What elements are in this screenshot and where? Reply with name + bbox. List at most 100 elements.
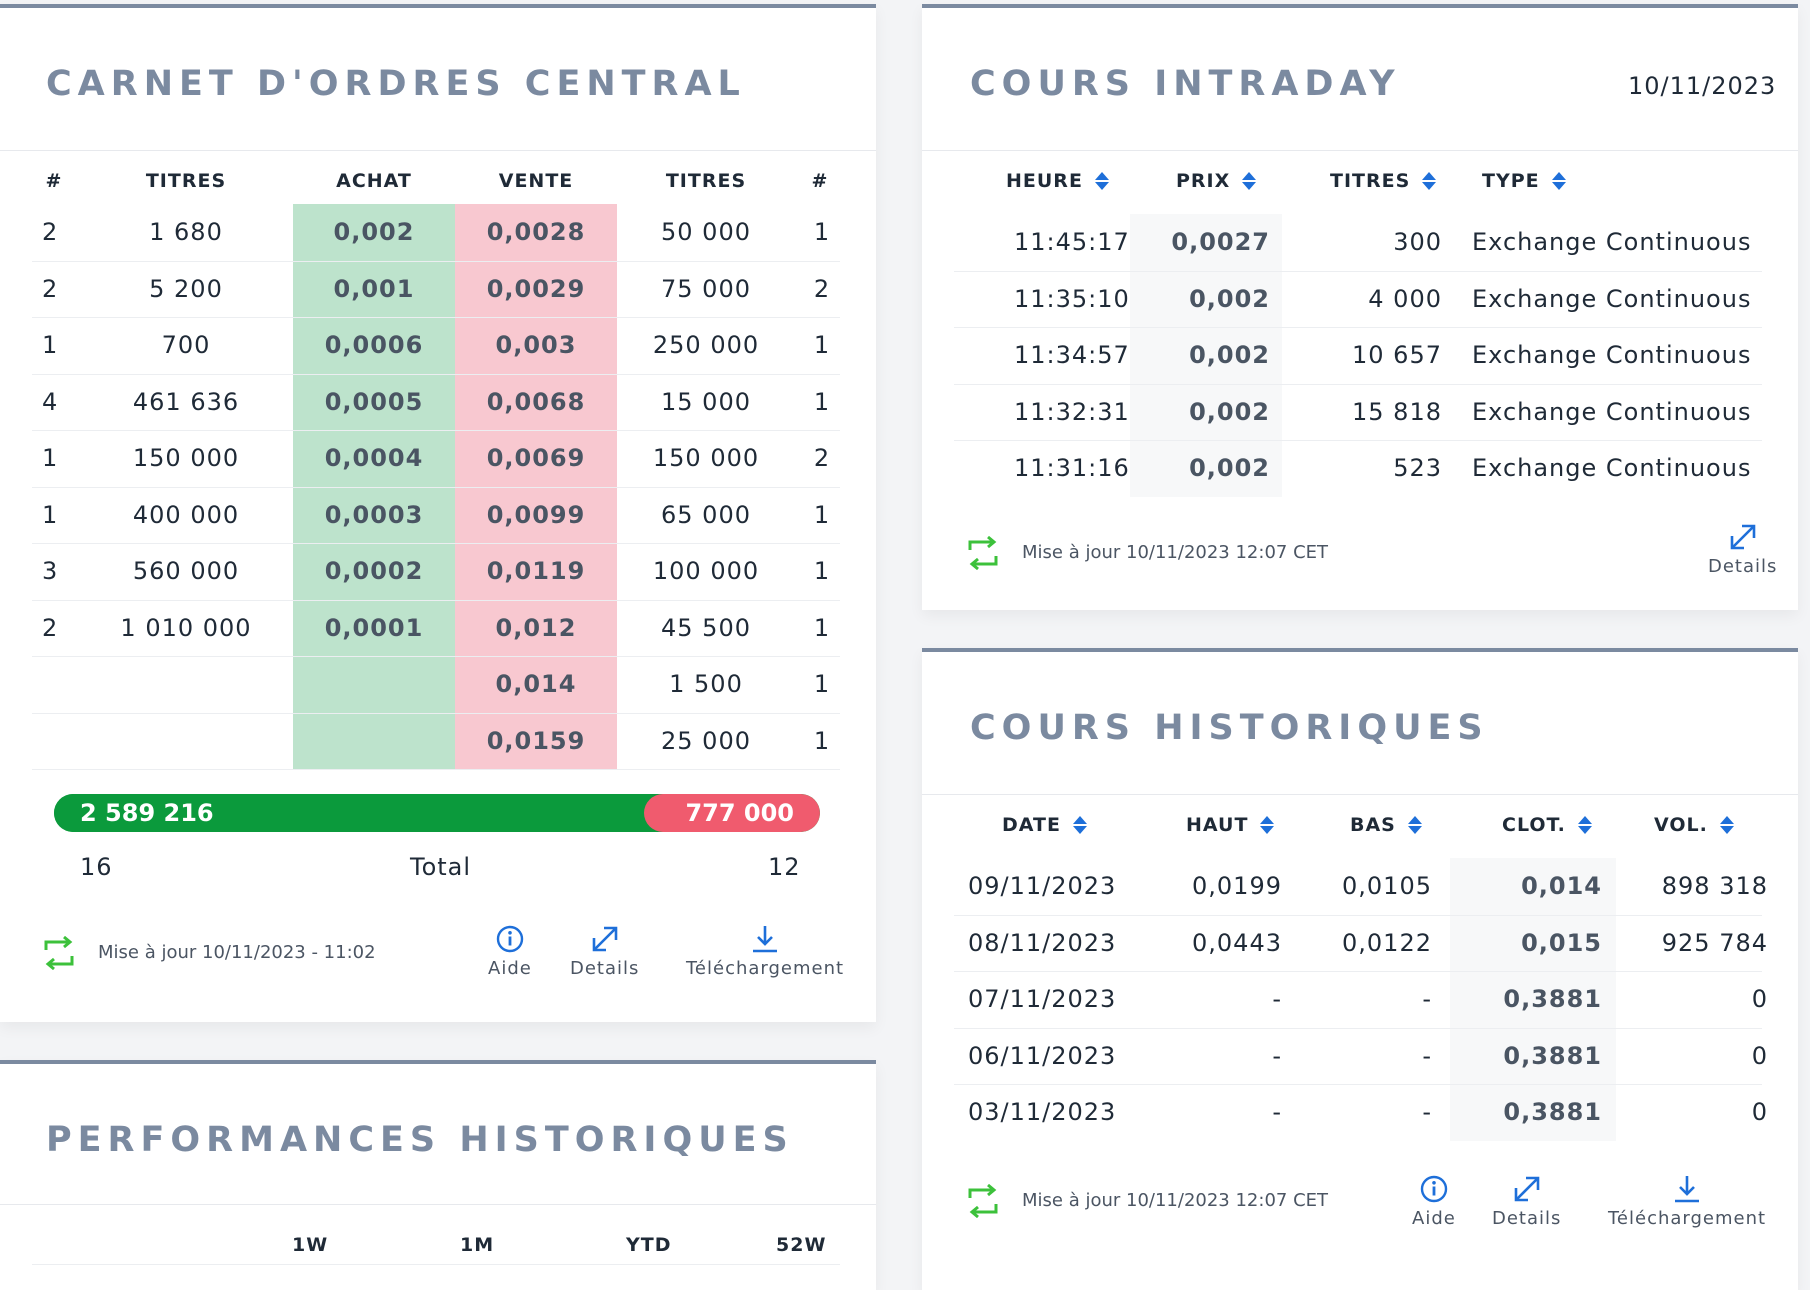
- performance-header-separator: [0, 1204, 876, 1205]
- col-titres[interactable]: TITRES: [1330, 170, 1437, 192]
- intraday-update-text: Mise à jour 10/11/2023 12:07 CET: [1022, 542, 1328, 563]
- table-row-separator: [32, 599, 840, 601]
- orderbook-card: CARNET D'ORDRES CENTRAL # TITRES ACHAT VENT…: [0, 4, 876, 1022]
- close-cell: 0,015: [1521, 928, 1602, 957]
- heure-cell: 11:35:10: [1014, 284, 1130, 313]
- table-row: 2 5 200 0,001 0,0029 75 000 2: [0, 261, 876, 318]
- col-heure-label: HEURE: [1006, 170, 1083, 192]
- buy-order-count-cell: 1: [42, 331, 59, 359]
- table-row: 2 1 010 000 0,0001 0,012 45 500 1: [0, 600, 876, 657]
- col-prix-label: PRIX: [1176, 170, 1231, 192]
- table-row: 09/11/2023 0,0199 0,0105 0,014 898 318: [922, 858, 1798, 915]
- perf-col-1m[interactable]: 1M: [460, 1234, 495, 1256]
- sell-shares-cell: 100 000: [652, 557, 760, 585]
- price-cell: 0,0027: [1171, 228, 1270, 256]
- table-row-separator: [954, 270, 1762, 272]
- sell-shares-cell: 75 000: [661, 274, 751, 303]
- intraday-header-separator: [922, 150, 1798, 151]
- shares-cell: 10 657: [1352, 341, 1442, 369]
- perf-col-52w[interactable]: 52W: [776, 1234, 827, 1256]
- perf-col-ytd[interactable]: YTD: [626, 1234, 672, 1256]
- perf-col-1w[interactable]: 1W: [292, 1234, 329, 1256]
- perf-row-separator: [32, 1264, 840, 1265]
- table-row: 06/11/2023 - - 0,3881 0: [922, 1028, 1798, 1085]
- col-clot[interactable]: CLOT.: [1502, 814, 1592, 836]
- buy-order-count-cell: 1: [42, 444, 59, 472]
- buy-total-bar: 2 589 216: [54, 794, 644, 832]
- intraday-details-button[interactable]: Details: [1708, 522, 1777, 577]
- sell-price-cell: 0,0099: [486, 500, 586, 529]
- table-row: 1 700 0,0006 0,003 250 000 1: [0, 317, 876, 374]
- col-bas[interactable]: BAS: [1350, 814, 1422, 836]
- price-cell: 0,002: [1189, 397, 1270, 426]
- sort-icon[interactable]: [1242, 172, 1257, 190]
- table-row: 11:34:57 0,002 10 657 Exchange Continuous: [922, 327, 1798, 384]
- refresh-icon[interactable]: [40, 936, 78, 970]
- table-row: 3 560 000 0,0002 0,0119 100 000 1: [0, 543, 876, 600]
- table-row-separator: [954, 914, 1762, 916]
- col-haut[interactable]: HAUT: [1186, 814, 1275, 836]
- sell-price-cell: 0,0119: [486, 557, 586, 585]
- download-button[interactable]: Téléchargement: [686, 924, 844, 979]
- price-cell: 0,002: [1189, 341, 1270, 369]
- shares-cell: 523: [1393, 454, 1442, 482]
- sell-price-cell: 0,012: [495, 613, 577, 642]
- sort-icon[interactable]: [1407, 816, 1422, 834]
- sort-icon[interactable]: [1072, 816, 1087, 834]
- sell-order-count-cell: 1: [813, 387, 831, 416]
- buy-shares-cell: 150 000: [132, 444, 240, 472]
- refresh-icon[interactable]: [964, 536, 1002, 570]
- sort-icon[interactable]: [1260, 816, 1275, 834]
- help-label: Aide: [1412, 1208, 1456, 1229]
- table-row-separator: [32, 769, 840, 770]
- volume-cell: 0: [1751, 985, 1768, 1013]
- buy-shares-cell: 700: [161, 331, 211, 359]
- sort-icon[interactable]: [1719, 816, 1734, 834]
- download-icon: [1675, 1176, 1700, 1203]
- buy-price-cell: 0,0001: [324, 613, 424, 642]
- download-button[interactable]: Téléchargement: [1608, 1174, 1766, 1229]
- col-heure[interactable]: HEURE: [1006, 170, 1109, 192]
- refresh-icon[interactable]: [964, 1184, 1002, 1218]
- intraday-title: COURS INTRADAY: [970, 64, 1401, 104]
- sort-icon[interactable]: [1094, 172, 1109, 190]
- table-row-separator: [32, 317, 840, 318]
- sort-icon[interactable]: [1551, 172, 1566, 190]
- details-button[interactable]: Details: [570, 924, 639, 979]
- intraday-date: 10/11/2023: [1628, 72, 1777, 100]
- performance-title: PERFORMANCES HISTORIQUES: [46, 1120, 794, 1160]
- price-cell: 0,002: [1189, 284, 1270, 313]
- details-button[interactable]: Details: [1492, 1174, 1561, 1229]
- buy-order-count-cell: 3: [42, 557, 59, 585]
- date-cell: 09/11/2023: [968, 872, 1117, 900]
- volume-cell: 0: [1751, 1041, 1768, 1070]
- low-cell: -: [1422, 985, 1432, 1013]
- table-row-separator: [954, 440, 1762, 441]
- heure-cell: 11:45:17: [1014, 228, 1130, 256]
- sort-icon[interactable]: [1422, 172, 1437, 190]
- table-row: 4 461 636 0,0005 0,0068 15 000 1: [0, 374, 876, 431]
- col-vol[interactable]: VOL.: [1654, 814, 1734, 836]
- orderbook-update-text: Mise à jour 10/11/2023 - 11:02: [98, 942, 376, 963]
- info-icon: [496, 925, 524, 953]
- buy-shares-cell: 1 680: [149, 218, 223, 246]
- col-date[interactable]: DATE: [1002, 814, 1087, 836]
- help-button[interactable]: Aide: [488, 924, 532, 979]
- close-cell: 0,3881: [1503, 1098, 1602, 1126]
- table-row: 11:31:16 0,002 523 Exchange Continuous: [922, 440, 1798, 497]
- help-label: Aide: [488, 958, 532, 979]
- table-row: 1 400 000 0,0003 0,0099 65 000 1: [0, 487, 876, 544]
- high-cell: -: [1272, 985, 1282, 1013]
- col-sell-count: #: [811, 170, 829, 192]
- col-type-label: TYPE: [1482, 170, 1540, 192]
- col-type[interactable]: TYPE: [1482, 170, 1566, 192]
- col-prix[interactable]: PRIX: [1176, 170, 1257, 192]
- table-row: 0,0159 25 000 1: [0, 713, 876, 770]
- sort-icon[interactable]: [1577, 816, 1592, 834]
- date-cell: 08/11/2023: [968, 928, 1117, 957]
- help-button[interactable]: Aide: [1412, 1174, 1456, 1229]
- high-cell: 0,0443: [1192, 928, 1282, 957]
- sell-price-cell: 0,0029: [486, 274, 586, 303]
- col-date-label: DATE: [1002, 814, 1061, 836]
- volume-cell: 0: [1751, 1098, 1768, 1126]
